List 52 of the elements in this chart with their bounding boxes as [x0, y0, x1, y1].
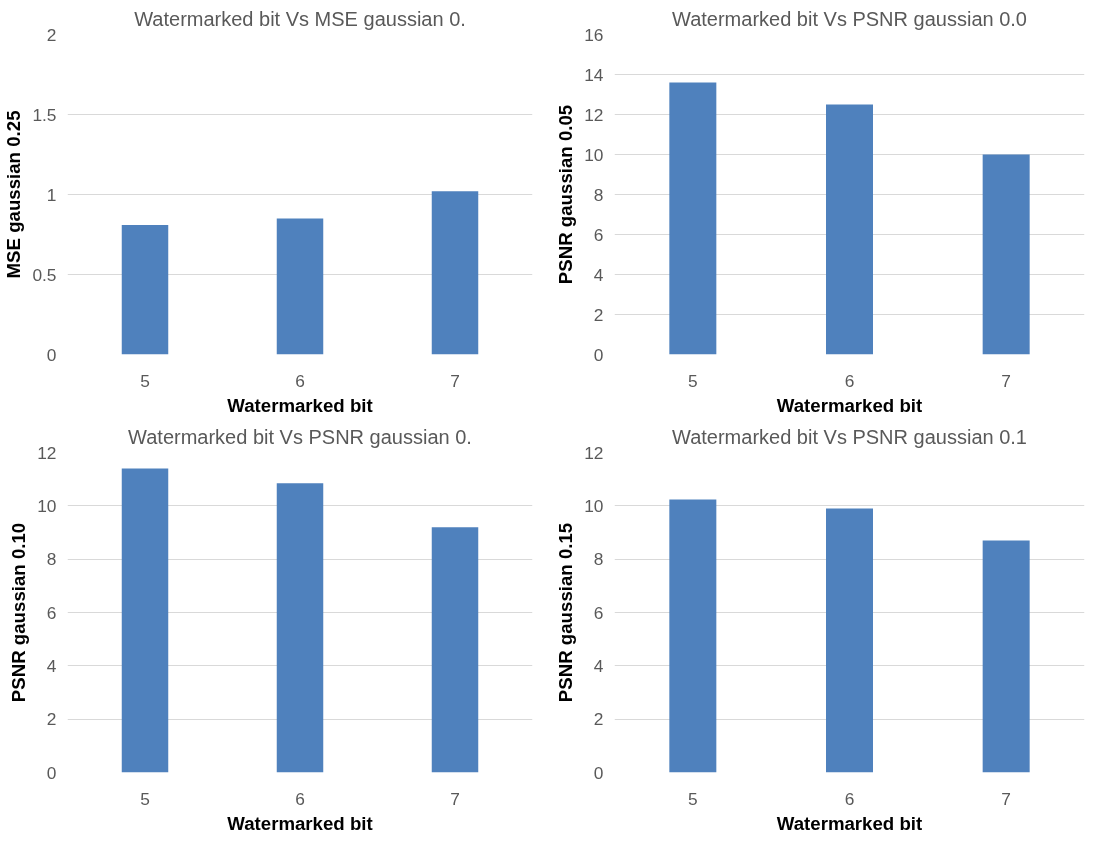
x-tick-label: 7	[1001, 788, 1011, 809]
x-axis-title: Watermarked bit	[776, 394, 923, 416]
x-tick-label: 7	[450, 370, 460, 391]
y-tick-label: 14	[584, 64, 604, 85]
y-tick-label: 2	[593, 304, 604, 325]
y-tick-label: 0	[593, 762, 604, 783]
y-tick-label: 10	[584, 144, 604, 165]
x-tick-label: 6	[295, 788, 305, 809]
chart-title: Watermarked bit Vs PSNR gaussian 0.1	[672, 425, 1027, 448]
y-tick-label: 6	[46, 602, 57, 623]
y-tick-label: 6	[593, 602, 604, 623]
y-tick-label: 4	[593, 264, 604, 285]
y-tick-label: 2	[593, 709, 604, 730]
x-axis-title: Watermarked bit	[227, 812, 373, 834]
y-tick-label: 8	[593, 184, 604, 205]
y-tick-label: 10	[584, 495, 604, 516]
y-axis-title: PSNR gaussian 0.05	[555, 104, 577, 285]
y-tick-label: 10	[37, 495, 57, 516]
chart-title: Watermarked bit Vs PSNR gaussian 0.0	[672, 7, 1027, 30]
x-tick-label: 7	[1001, 370, 1011, 391]
y-tick-label: 2	[46, 24, 57, 45]
y-tick-label: 8	[46, 549, 57, 570]
x-axis-title: Watermarked bit	[776, 812, 923, 834]
y-tick-label: 0	[593, 344, 604, 365]
y-axis-title: PSNR gaussian 0.10	[8, 522, 30, 703]
y-tick-label: 16	[584, 24, 604, 45]
y-tick-label: 0	[46, 344, 57, 365]
y-tick-label: 4	[46, 655, 57, 676]
x-tick-label: 5	[688, 788, 698, 809]
y-tick-label: 12	[584, 442, 604, 463]
y-axis-title: PSNR gaussian 0.15	[555, 522, 577, 703]
y-tick-label: 1	[46, 184, 57, 205]
x-tick-label: 5	[140, 788, 150, 809]
y-tick-label: 2	[46, 709, 57, 730]
x-tick-label: 6	[295, 370, 305, 391]
y-tick-label: 6	[593, 224, 604, 245]
chart-title: Watermarked bit Vs PSNR gaussian 0.	[128, 425, 472, 448]
y-tick-label: 1.5	[32, 104, 57, 125]
y-tick-label: 0	[46, 762, 57, 783]
x-tick-label: 5	[140, 370, 150, 391]
x-tick-label: 7	[450, 788, 460, 809]
y-axis-title: MSE gaussian 0.25	[3, 110, 25, 279]
x-axis-title: Watermarked bit	[227, 394, 373, 416]
y-tick-label: 8	[593, 549, 604, 570]
y-tick-label: 12	[37, 442, 57, 463]
y-tick-label: 4	[593, 655, 604, 676]
y-tick-label: 12	[584, 104, 604, 125]
x-tick-label: 5	[688, 370, 698, 391]
y-tick-label: 0.5	[32, 264, 57, 285]
chart-title: Watermarked bit Vs MSE gaussian 0.	[134, 7, 466, 30]
x-tick-label: 6	[844, 788, 855, 809]
x-tick-label: 6	[844, 370, 855, 391]
